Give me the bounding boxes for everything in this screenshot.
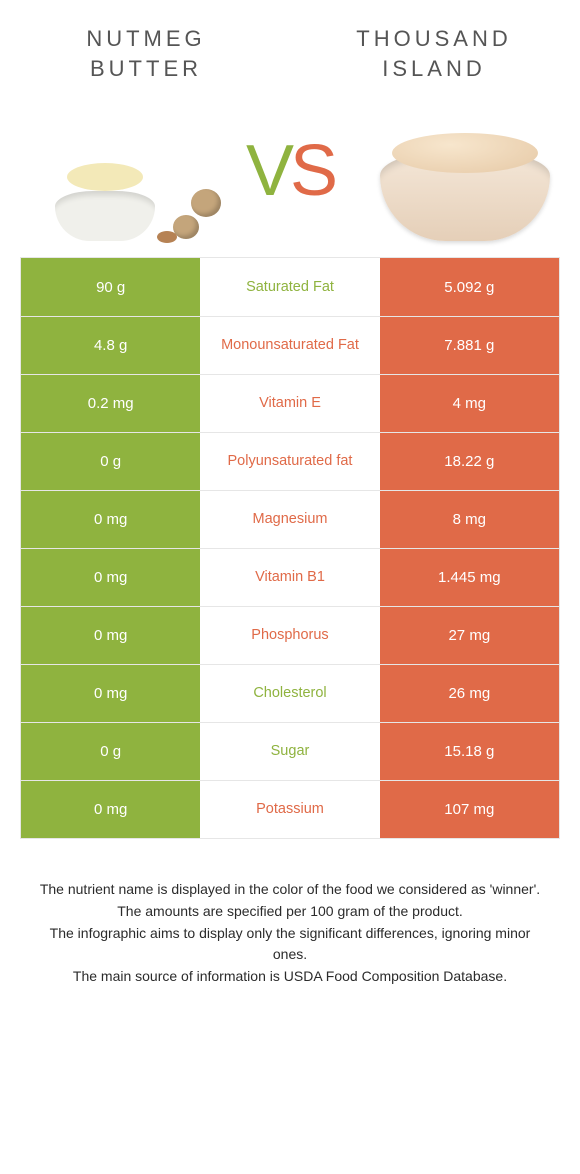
table-row: 0 gSugar15.18 g — [21, 722, 559, 780]
value-left: 4.8 g — [21, 317, 200, 374]
nutrient-label: Polyunsaturated fat — [200, 433, 379, 490]
table-row: 90 gSaturated Fat5.092 g — [21, 258, 559, 316]
footer-line: The nutrient name is displayed in the co… — [34, 879, 546, 901]
value-left: 0.2 mg — [21, 375, 200, 432]
value-right: 15.18 g — [380, 723, 559, 780]
value-left: 0 mg — [21, 665, 200, 722]
table-row: 0 mgMagnesium8 mg — [21, 490, 559, 548]
value-left: 90 g — [21, 258, 200, 316]
titles-row: NUTMEG BUTTER THOUSAND ISLAND — [0, 0, 580, 83]
value-left: 0 mg — [21, 549, 200, 606]
value-right: 7.881 g — [380, 317, 559, 374]
table-row: 0 mgVitamin B11.445 mg — [21, 548, 559, 606]
footer-notes: The nutrient name is displayed in the co… — [0, 839, 580, 987]
footer-line: The main source of information is USDA F… — [34, 966, 546, 988]
value-right: 4 mg — [380, 375, 559, 432]
nutrient-label: Potassium — [200, 781, 379, 838]
value-right: 5.092 g — [380, 258, 559, 316]
nutrient-label: Cholesterol — [200, 665, 379, 722]
food-image-right — [370, 101, 560, 241]
bowl-left-icon — [55, 171, 175, 241]
table-row: 0 mgPhosphorus27 mg — [21, 606, 559, 664]
nutrient-table: 90 gSaturated Fat5.092 g4.8 gMonounsatur… — [20, 257, 560, 839]
title-right: THOUSAND ISLAND — [324, 24, 544, 83]
table-row: 0 mgPotassium107 mg — [21, 780, 559, 838]
bowl-right-icon — [380, 131, 550, 241]
table-row: 0 mgCholesterol26 mg — [21, 664, 559, 722]
value-left: 0 mg — [21, 491, 200, 548]
value-left: 0 g — [21, 433, 200, 490]
value-right: 8 mg — [380, 491, 559, 548]
nutrient-label: Monounsaturated Fat — [200, 317, 379, 374]
value-right: 1.445 mg — [380, 549, 559, 606]
value-right: 107 mg — [380, 781, 559, 838]
value-left: 0 mg — [21, 781, 200, 838]
nutrient-label: Saturated Fat — [200, 258, 379, 316]
value-right: 27 mg — [380, 607, 559, 664]
value-right: 26 mg — [380, 665, 559, 722]
nutrient-label: Phosphorus — [200, 607, 379, 664]
value-left: 0 mg — [21, 607, 200, 664]
vs-label: VS — [246, 130, 334, 212]
images-row: VS — [0, 83, 580, 257]
footer-line: The amounts are specified per 100 gram o… — [34, 901, 546, 923]
title-left: NUTMEG BUTTER — [36, 24, 256, 83]
nutrient-label: Sugar — [200, 723, 379, 780]
food-image-left — [20, 101, 210, 241]
table-row: 4.8 gMonounsaturated Fat7.881 g — [21, 316, 559, 374]
table-row: 0.2 mgVitamin E4 mg — [21, 374, 559, 432]
value-left: 0 g — [21, 723, 200, 780]
table-row: 0 gPolyunsaturated fat18.22 g — [21, 432, 559, 490]
footer-line: The infographic aims to display only the… — [34, 923, 546, 966]
value-right: 18.22 g — [380, 433, 559, 490]
vs-v: V — [246, 131, 290, 211]
nutrient-label: Magnesium — [200, 491, 379, 548]
vs-s: S — [290, 131, 334, 211]
nutrient-label: Vitamin E — [200, 375, 379, 432]
nutrient-label: Vitamin B1 — [200, 549, 379, 606]
